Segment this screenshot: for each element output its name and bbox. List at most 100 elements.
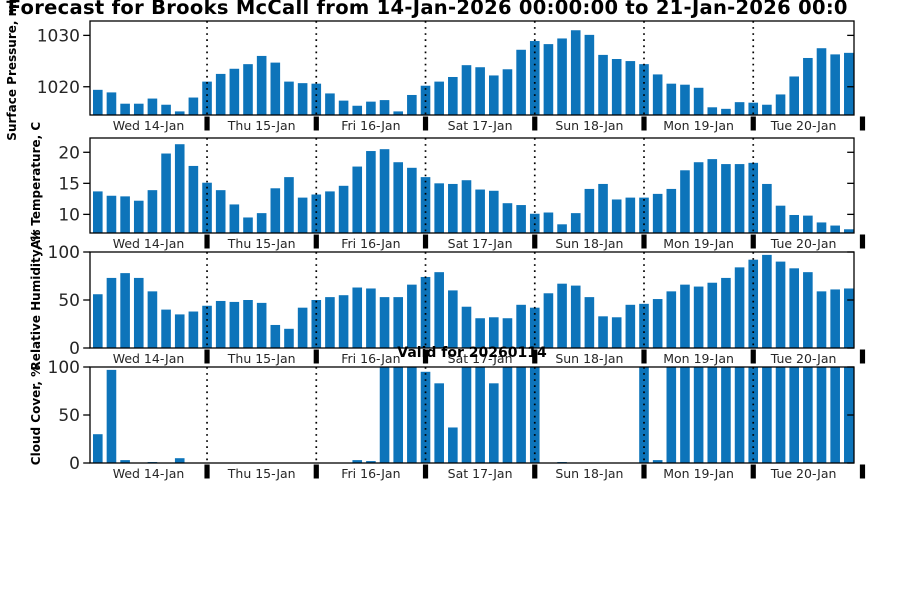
bar: [611, 317, 622, 348]
bar: [243, 217, 253, 233]
y-tick-label: 100: [48, 358, 80, 378]
bar: [830, 367, 840, 463]
bar: [803, 367, 813, 463]
bar: [379, 149, 390, 233]
bar: [188, 97, 199, 115]
bar: [543, 44, 554, 115]
bar: [338, 295, 349, 348]
relative-humidity-axis-label: Relative Humidity, %: [29, 230, 43, 371]
bar: [243, 300, 253, 348]
bar: [393, 111, 404, 115]
bar: [489, 383, 499, 463]
bar: [311, 300, 322, 348]
y-tick-label: 10: [58, 205, 80, 225]
bar: [407, 367, 417, 463]
day-tick-mark: [204, 464, 210, 479]
cloud-cover-axis-label: Cloud Cover, %: [29, 365, 43, 465]
bar: [461, 65, 472, 115]
bar: [475, 367, 485, 463]
day-label: Thu 15-Jan: [227, 466, 296, 481]
bar: [584, 297, 595, 348]
bar: [133, 200, 144, 233]
bar: [256, 213, 267, 233]
bar: [830, 225, 840, 233]
cloud-cover-chart: 0 50 100 Cloud Cover, % Wed 14-Jan Thu 15-Jan…: [29, 358, 866, 481]
day-tick-mark: [313, 464, 319, 479]
bar: [284, 177, 294, 233]
bar: [120, 273, 130, 348]
day-label: Tue 20-Jan: [770, 351, 837, 366]
bar: [256, 55, 267, 115]
bar: [502, 69, 513, 115]
bar: [448, 76, 458, 115]
day-label: Fri 16-Jan: [341, 351, 400, 366]
bar: [721, 108, 731, 115]
bar: [557, 38, 567, 115]
bar: [816, 222, 827, 233]
day-label: Tue 20-Jan: [770, 466, 837, 481]
bar: [816, 48, 827, 115]
day-tick-mark: [204, 116, 210, 131]
day-label: Wed 14-Jan: [113, 466, 185, 481]
bar: [516, 367, 526, 463]
bar: [707, 107, 718, 115]
relative-humidity-chart: 0 50 100 Relative Humidity, % Wed 14-Jan Thu …: [29, 230, 866, 371]
day-tick-mark: [750, 234, 756, 249]
y-tick-label: 20: [58, 143, 80, 163]
bar: [570, 285, 581, 348]
day-tick-mark: [750, 349, 756, 364]
bar: [844, 52, 854, 115]
y-tick-label: 1030: [37, 26, 80, 46]
day-tick-mark: [532, 349, 538, 364]
bar: [830, 289, 840, 348]
bar: [598, 54, 608, 115]
bar: [407, 284, 417, 348]
bar: [502, 367, 513, 463]
day-tick-mark: [641, 116, 647, 131]
surface-pressure-bars: [93, 30, 854, 116]
bar: [434, 272, 444, 348]
bar: [789, 76, 799, 115]
surface-pressure-axis-label: Surface Pressure, mb: [5, 0, 19, 141]
bar: [366, 101, 376, 115]
bar: [748, 102, 759, 115]
y-tick-label: 50: [58, 406, 80, 426]
bar: [297, 307, 308, 348]
bar: [721, 277, 731, 348]
bar: [748, 259, 759, 348]
bar: [352, 166, 363, 233]
bar: [844, 288, 854, 348]
bar: [133, 277, 144, 348]
bar: [721, 164, 731, 233]
bar: [120, 460, 130, 463]
day-tick-mark: [859, 349, 866, 364]
y-tick-label: 0: [69, 454, 80, 474]
y-tick-label: 15: [58, 174, 80, 194]
bar: [174, 458, 185, 463]
bar: [379, 297, 390, 348]
y-tick-label: 1020: [37, 78, 80, 98]
bar: [243, 64, 253, 115]
bar: [161, 104, 171, 115]
day-label: Mon 19-Jan: [663, 118, 734, 133]
bar: [379, 367, 390, 463]
bar: [803, 272, 813, 348]
bar: [393, 297, 404, 348]
day-tick-mark: [204, 234, 210, 249]
bar: [229, 68, 240, 115]
bar: [789, 214, 799, 233]
y-tick-label: 50: [58, 291, 80, 311]
bar: [516, 49, 526, 115]
bar: [174, 144, 185, 233]
bar: [93, 89, 103, 115]
bar: [707, 159, 718, 233]
day-label: Sun 18-Jan: [555, 118, 623, 133]
bar: [680, 84, 690, 115]
bar: [830, 54, 840, 115]
day-tick-mark: [313, 349, 319, 364]
plot-border: [89, 20, 855, 116]
bar: [680, 367, 690, 463]
day-tick-mark: [422, 464, 429, 479]
bar: [693, 367, 704, 463]
